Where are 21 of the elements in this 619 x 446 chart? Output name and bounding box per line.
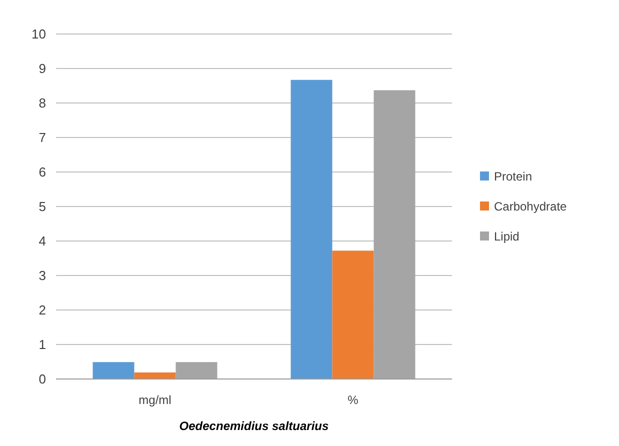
- y-tick-label: 10: [32, 26, 46, 42]
- y-tick-label: 1: [38, 337, 46, 352]
- x-axis-title: Oedecnemidius saltuarius: [179, 419, 330, 433]
- y-tick-label: 4: [38, 234, 46, 249]
- bar: [290, 80, 332, 379]
- bar: [92, 362, 134, 379]
- y-tick-label: 7: [38, 130, 46, 146]
- x-tick-label: mg/ml: [138, 393, 172, 407]
- legend-label: Lipid: [494, 230, 520, 244]
- y-tick-label: 9: [38, 61, 46, 76]
- y-tick-label: 2: [38, 302, 46, 318]
- y-tick-label: 3: [38, 268, 46, 284]
- y-tick-label: 6: [38, 164, 46, 180]
- bar: [332, 250, 374, 379]
- legend-label: Protein: [494, 170, 532, 184]
- bar: [134, 372, 176, 379]
- legend-label: Carbohydrate: [494, 200, 568, 214]
- y-tick-label: 0: [38, 372, 46, 387]
- y-tick-label: 8: [38, 96, 46, 111]
- y-tick-label: 5: [38, 199, 46, 214]
- x-tick-label: %: [348, 393, 359, 407]
